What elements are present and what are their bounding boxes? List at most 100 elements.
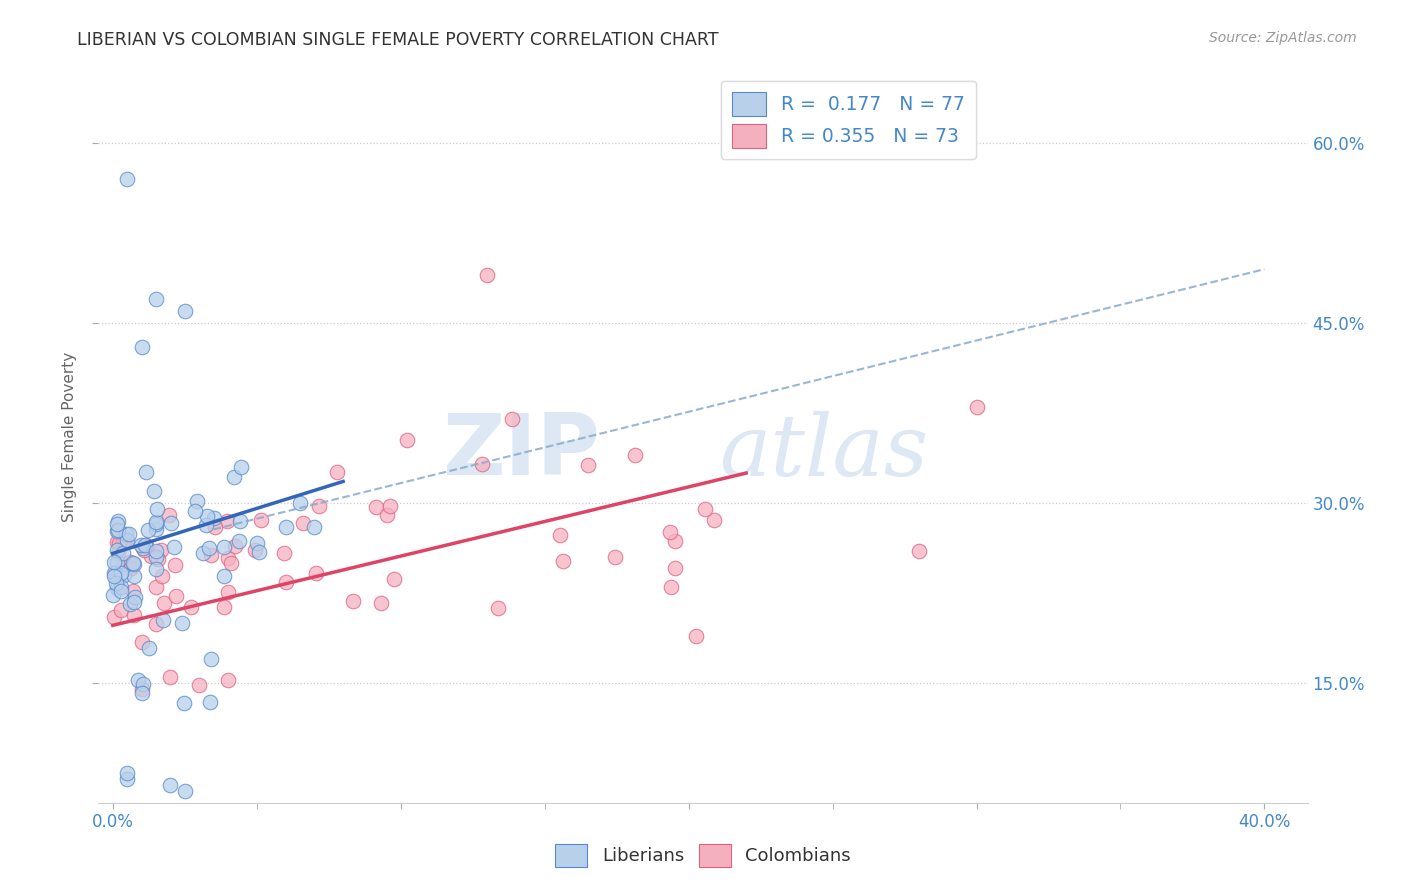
Point xyxy=(105,576,128,591)
Point xyxy=(658,524,681,539)
Point xyxy=(221,556,243,570)
Point xyxy=(115,772,138,786)
Point xyxy=(200,548,222,562)
Point xyxy=(131,681,153,696)
Point xyxy=(112,534,135,549)
Point xyxy=(224,539,246,553)
Point xyxy=(396,433,419,447)
Point xyxy=(131,634,153,648)
Point xyxy=(276,574,298,589)
Point xyxy=(370,596,392,610)
Point xyxy=(115,765,138,780)
Point xyxy=(118,556,141,570)
Point xyxy=(703,513,725,527)
Point xyxy=(103,566,125,580)
Point xyxy=(548,527,571,541)
Point xyxy=(150,568,173,582)
Point xyxy=(184,504,207,518)
Point xyxy=(131,340,153,354)
Point xyxy=(163,558,186,573)
Point xyxy=(664,534,686,549)
Point xyxy=(124,591,146,605)
Point xyxy=(486,600,509,615)
Point xyxy=(576,458,599,473)
Point xyxy=(143,483,166,498)
Point xyxy=(110,602,132,616)
Point xyxy=(107,523,129,537)
Point xyxy=(127,673,149,687)
Point xyxy=(159,778,181,792)
Point xyxy=(118,527,141,541)
Point xyxy=(165,589,187,603)
Point xyxy=(693,502,716,516)
Point xyxy=(378,499,401,513)
Point xyxy=(475,268,498,283)
Point xyxy=(304,520,326,534)
Point xyxy=(553,554,575,568)
Point xyxy=(103,568,125,582)
Point xyxy=(132,542,155,557)
Point xyxy=(135,538,157,552)
Point xyxy=(107,524,129,538)
Point xyxy=(114,558,136,572)
Point xyxy=(659,580,682,594)
Point xyxy=(163,540,186,554)
Point xyxy=(308,500,330,514)
Point xyxy=(215,515,238,529)
Point xyxy=(114,533,136,547)
Point xyxy=(141,549,163,563)
Point xyxy=(108,536,131,550)
Point xyxy=(231,460,253,475)
Point xyxy=(292,516,315,530)
Point xyxy=(908,544,931,558)
Point xyxy=(101,807,124,822)
Point xyxy=(110,566,132,581)
Point xyxy=(173,304,195,318)
Point xyxy=(132,541,155,556)
Point xyxy=(222,470,245,484)
Point xyxy=(157,508,180,522)
Legend: Liberians, Colombians: Liberians, Colombians xyxy=(548,837,858,874)
Text: atlas: atlas xyxy=(720,410,928,493)
Point xyxy=(214,599,236,614)
Point xyxy=(229,514,252,528)
Point xyxy=(159,670,181,684)
Point xyxy=(112,568,135,582)
Point xyxy=(152,597,174,611)
Point xyxy=(202,511,225,525)
Point xyxy=(121,583,143,598)
Point xyxy=(138,641,160,656)
Point xyxy=(204,520,226,534)
Point xyxy=(173,784,195,798)
Point xyxy=(685,628,707,642)
Point xyxy=(605,550,627,565)
Point xyxy=(173,696,195,710)
Point xyxy=(288,496,311,510)
Text: LIBERIAN VS COLOMBIAN SINGLE FEMALE POVERTY CORRELATION CHART: LIBERIAN VS COLOMBIAN SINGLE FEMALE POVE… xyxy=(77,31,718,49)
Point xyxy=(105,555,128,569)
Point xyxy=(623,448,645,462)
Point xyxy=(103,588,125,602)
Point xyxy=(145,562,167,576)
Point xyxy=(110,583,132,598)
Point xyxy=(146,552,169,566)
Point xyxy=(217,673,239,688)
Point xyxy=(110,580,132,594)
Point xyxy=(103,610,125,624)
Point xyxy=(134,538,156,552)
Point xyxy=(186,493,208,508)
Point xyxy=(502,412,524,426)
Point xyxy=(200,651,222,665)
Point xyxy=(146,502,169,516)
Point xyxy=(145,617,167,632)
Point xyxy=(326,466,349,480)
Point xyxy=(160,516,183,530)
Point xyxy=(105,516,128,531)
Point xyxy=(145,580,167,594)
Text: Source: ZipAtlas.com: Source: ZipAtlas.com xyxy=(1209,31,1357,45)
Point xyxy=(217,584,239,599)
Point xyxy=(124,595,146,609)
Point xyxy=(273,545,295,559)
Text: ZIP: ZIP xyxy=(443,410,600,493)
Point xyxy=(122,569,145,583)
